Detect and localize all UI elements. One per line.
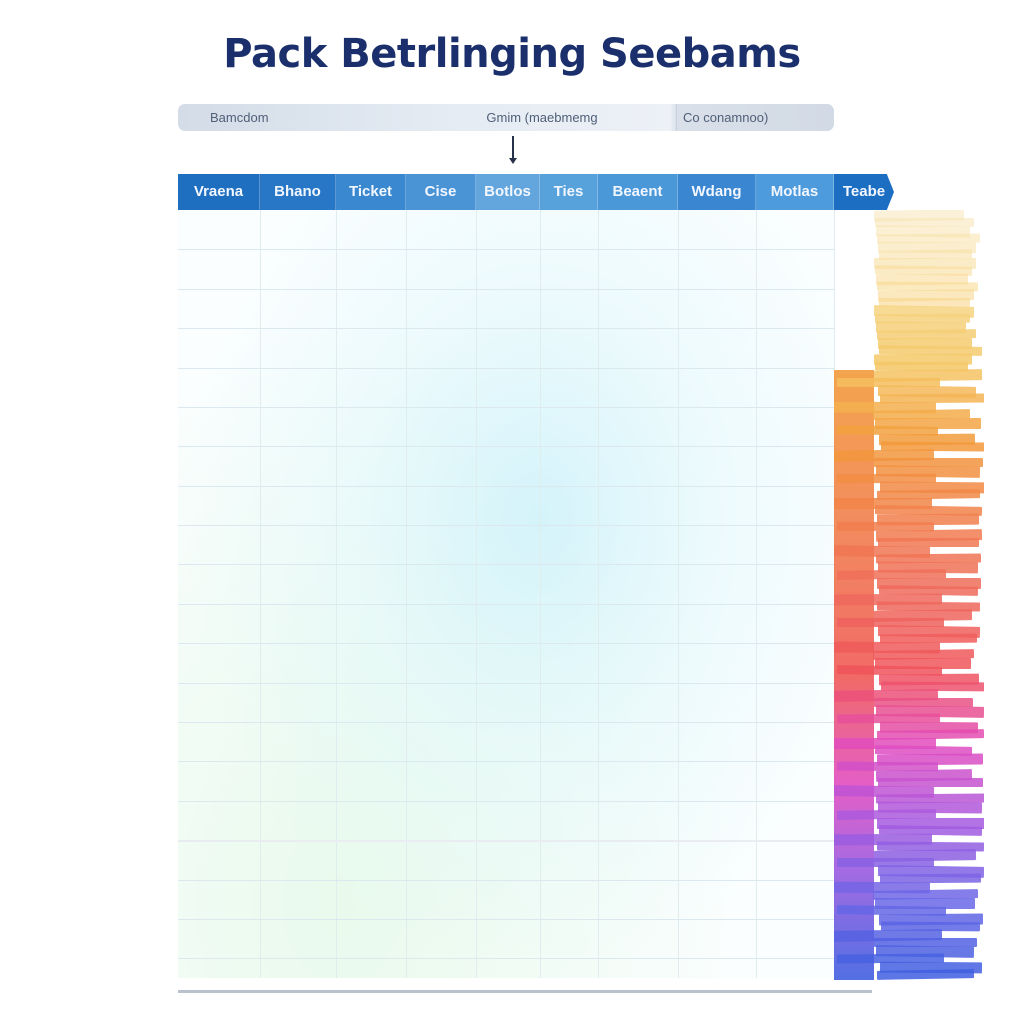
paper-sheet — [874, 698, 973, 707]
table-row-line — [178, 683, 834, 684]
table-header: Vraena Bhano Ticket Cise Botlos Ties Bea… — [178, 174, 894, 210]
grid-column-line — [260, 210, 261, 978]
paper-sheet — [874, 258, 976, 269]
paper-sheet — [877, 578, 981, 589]
table-baseline — [178, 990, 872, 993]
table-row-line — [178, 880, 834, 881]
column-header[interactable]: Cise — [406, 174, 476, 210]
column-header[interactable]: Wdang — [678, 174, 756, 210]
table-row-line — [178, 564, 834, 565]
grid-column-line — [598, 210, 599, 978]
paper-stack-illustration — [834, 210, 984, 980]
paper-sheet — [875, 218, 974, 227]
paper-sheet — [874, 938, 977, 947]
table-row-line — [178, 525, 834, 526]
table-row-line — [178, 604, 834, 605]
column-header[interactable]: Botlos — [476, 174, 540, 210]
paper-sheet — [877, 818, 984, 829]
paper-sheet — [837, 618, 944, 627]
paper-sheet — [876, 969, 975, 980]
table-row-line — [178, 486, 834, 487]
table-row-line — [178, 289, 834, 290]
paper-sheet — [834, 738, 936, 749]
grid-column-line — [406, 210, 407, 978]
column-header[interactable]: Teabe — [834, 174, 894, 210]
grid-column-line — [678, 210, 679, 978]
grid-column-line — [540, 210, 541, 978]
filter-bar: Bamcdom Gmim (maebmemg Co conamnoo) — [178, 104, 834, 131]
column-header[interactable]: Vraena — [178, 174, 260, 210]
table-row-line — [178, 446, 834, 447]
paper-sheet — [879, 298, 970, 307]
column-header[interactable]: Ties — [540, 174, 598, 210]
paper-sheet — [878, 538, 979, 547]
pointer-arrow-icon — [509, 136, 517, 164]
paper-sheet — [837, 378, 940, 387]
table-row-line — [178, 840, 834, 842]
paper-sheet — [874, 458, 983, 467]
grid-column-line — [756, 210, 757, 978]
filter-segment-middle[interactable]: Gmim (maebmemg — [486, 110, 598, 125]
table-row-line — [178, 958, 834, 959]
table-row-line — [178, 368, 834, 369]
paper-stack-edge — [834, 370, 874, 980]
paper-sheet — [875, 898, 975, 909]
grid-column-line — [336, 210, 337, 978]
paper-sheet — [834, 498, 932, 509]
paper-sheet — [875, 418, 981, 429]
table-row-line — [178, 249, 834, 250]
table-row-line — [178, 919, 834, 920]
paper-sheet — [837, 858, 934, 867]
table-row-line — [178, 643, 834, 644]
table-grid — [178, 210, 835, 978]
paper-sheet — [875, 658, 971, 669]
column-header[interactable]: Motlas — [756, 174, 834, 210]
paper-sheet — [878, 778, 983, 787]
table-row-line — [178, 328, 834, 329]
table-row-line — [178, 407, 834, 408]
page-title: Pack Betrlinging Seebams — [223, 31, 801, 77]
table-row-line — [178, 801, 834, 802]
grid-column-line — [476, 210, 477, 978]
filter-dropdown-right[interactable]: Co conamnoo) — [676, 104, 834, 131]
paper-sheet — [878, 338, 972, 349]
filter-segment-left[interactable]: Bamcdom — [210, 110, 269, 125]
column-header[interactable]: Ticket — [336, 174, 406, 210]
table-row-line — [178, 722, 834, 723]
column-header[interactable]: Beaent — [598, 174, 678, 210]
table-row-line — [178, 761, 834, 762]
column-header[interactable]: Bhano — [260, 174, 336, 210]
